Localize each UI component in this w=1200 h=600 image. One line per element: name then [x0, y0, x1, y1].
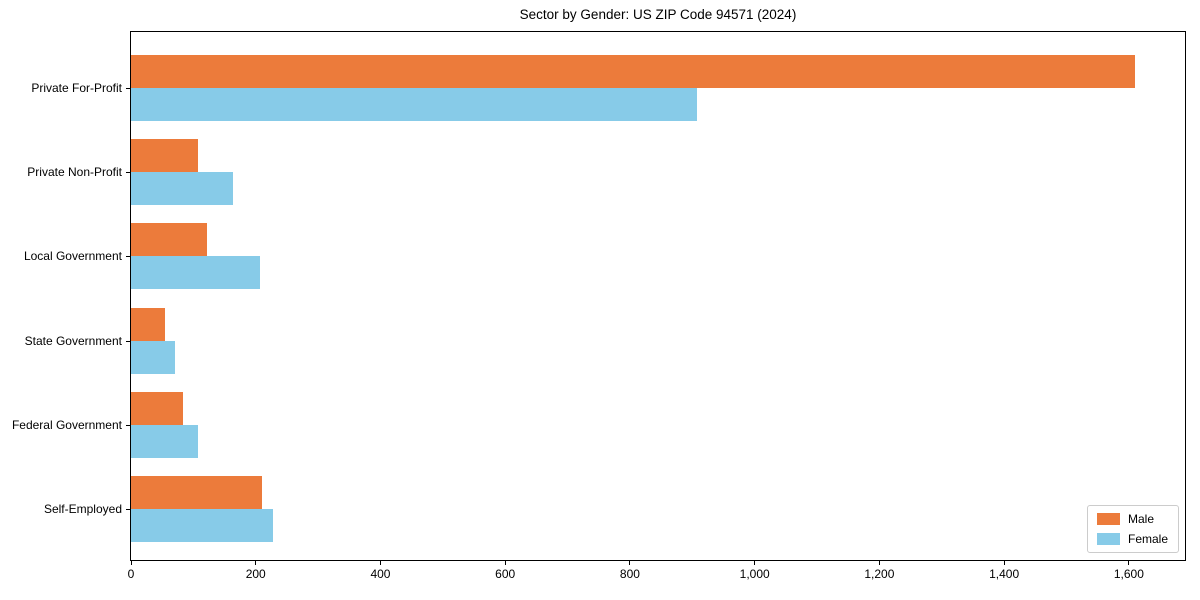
x-tick-label-1400: 1,400	[989, 567, 1020, 581]
x-tick-label-0: 0	[127, 567, 135, 581]
y-tick-label-private-non-profit: Private Non-Profit	[27, 165, 122, 179]
x-tick-mark	[504, 561, 506, 565]
y-tick-label-self-employed: Self-Employed	[43, 502, 122, 516]
x-tick-mark	[878, 561, 880, 565]
x-tick-label-400: 400	[370, 567, 391, 581]
bar-male-local-government	[131, 223, 208, 256]
y-tick-mark	[126, 341, 130, 342]
bar-female-self-employed	[131, 509, 274, 542]
y-tick-label-local-government: Local Government	[23, 249, 122, 263]
bar-female-private-non-profit	[131, 172, 233, 205]
x-tick-mark	[379, 561, 381, 565]
x-tick-mark	[1128, 561, 1130, 565]
x-tick-label-200: 200	[245, 567, 266, 581]
bar-female-local-government	[131, 256, 261, 289]
x-tick-mark	[255, 561, 257, 565]
bar-male-state-government	[131, 308, 166, 341]
x-tick-mark	[130, 561, 132, 565]
y-tick-mark	[126, 88, 130, 89]
bar-male-private-for-profit	[131, 55, 1136, 88]
y-tick-label-federal-government: Federal Government	[11, 418, 122, 432]
y-tick-mark	[126, 425, 130, 426]
x-tick-label-800: 800	[619, 567, 640, 581]
legend-row-male: Male	[1096, 512, 1168, 526]
x-tick-label-1000: 1,000	[739, 567, 770, 581]
x-tick-mark	[754, 561, 756, 565]
x-tick-label-1600: 1,600	[1113, 567, 1144, 581]
x-tick-label-1200: 1,200	[864, 567, 895, 581]
bar-female-state-government	[131, 341, 176, 374]
legend-row-female: Female	[1096, 532, 1168, 546]
bar-female-federal-government	[131, 425, 198, 458]
legend: Male Female	[1086, 505, 1179, 553]
y-tick-label-private-for-profit: Private For-Profit	[31, 81, 122, 95]
y-tick-mark	[126, 509, 130, 510]
x-tick-mark	[629, 561, 631, 565]
female-legend-label: Female	[1127, 532, 1168, 546]
male-legend-swatch	[1096, 513, 1120, 525]
x-tick-mark	[1003, 561, 1005, 565]
y-tick-mark	[126, 172, 130, 173]
bar-female-private-for-profit	[131, 88, 698, 121]
x-tick-label-600: 600	[495, 567, 516, 581]
male-legend-label: Male	[1127, 512, 1154, 526]
y-tick-mark	[126, 256, 130, 257]
female-legend-swatch	[1096, 533, 1120, 545]
chart-title: Sector by Gender: US ZIP Code 94571 (202…	[519, 7, 797, 22]
bar-male-self-employed	[131, 476, 262, 509]
plot-area: Male Female	[130, 31, 1186, 561]
bar-male-federal-government	[131, 392, 184, 425]
y-tick-label-state-government: State Government	[24, 334, 122, 348]
bar-male-private-non-profit	[131, 139, 199, 172]
